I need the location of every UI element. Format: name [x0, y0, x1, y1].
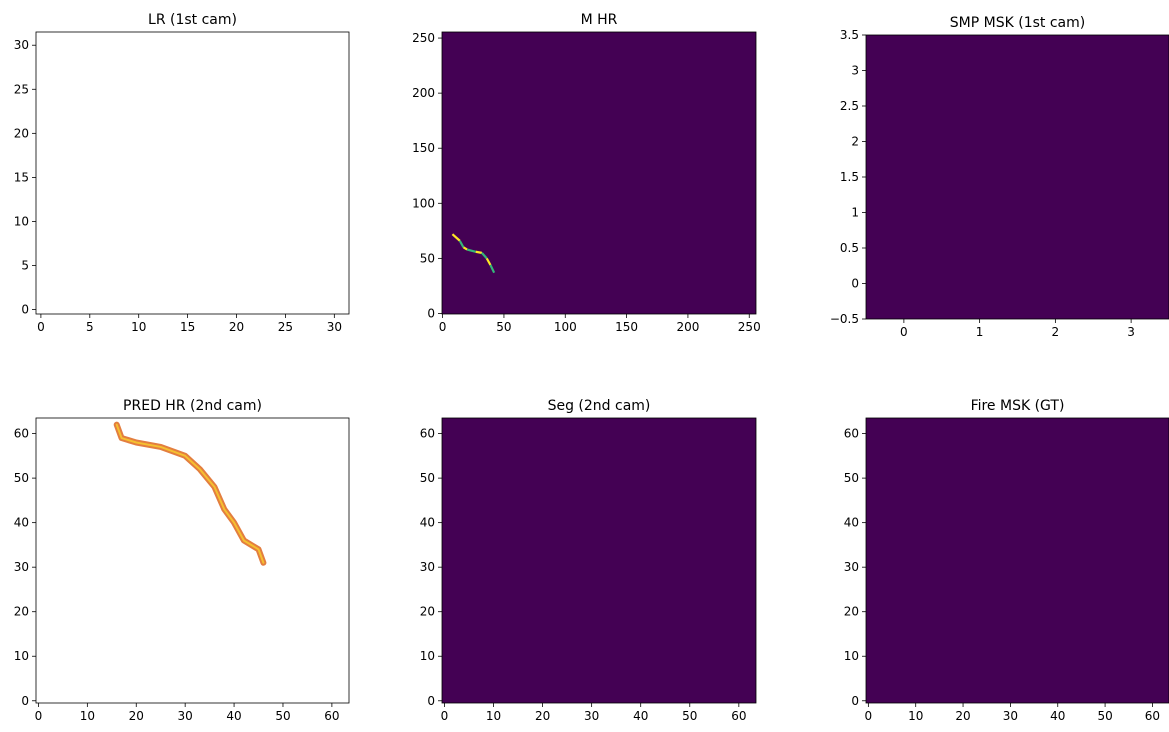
x-tick-label: 50	[496, 320, 511, 334]
fire-segment	[489, 264, 496, 274]
x-tick-label: 5	[86, 320, 94, 334]
x-tick-label: 30	[327, 320, 342, 334]
y-tick-label: 3.5	[840, 28, 859, 42]
y-tick-label: 5	[21, 259, 29, 273]
x-tick-label: 2	[1052, 325, 1060, 339]
image-area	[866, 35, 1169, 319]
y-tick-label: 0	[21, 303, 29, 317]
y-tick-label: 0	[427, 306, 435, 320]
panel-title: SMP MSK (1st cam)	[950, 15, 1085, 31]
y-tick-label: 0.5	[840, 241, 859, 255]
axes-frame	[35, 31, 350, 315]
x-tick-label: 1	[976, 325, 984, 339]
x-tick-label: 200	[676, 320, 699, 334]
y-tick-label: 20	[14, 126, 29, 140]
y-tick-label: 250	[412, 31, 435, 45]
fire-segment	[475, 250, 483, 254]
y-tick-label: 15	[14, 170, 29, 184]
x-tick-label: 3	[1127, 325, 1135, 339]
x-tick-label: 20	[229, 320, 244, 334]
x-tick-label: 150	[615, 320, 638, 334]
y-tick-label: 25	[14, 82, 29, 96]
panel-title: M HR	[581, 12, 618, 28]
y-tick-label: 50	[420, 251, 435, 265]
y-tick-label: 1.5	[840, 170, 859, 184]
fire-segment	[462, 246, 468, 251]
panel-4: PRED HR (2nd cam)0 10 20 30 40 50 600102030405…	[14, 398, 350, 723]
background	[866, 35, 1169, 319]
panel-1: LR (1st cam) 0 5 10 15 20 25 30 0 5 10 15 20 25 30	[14, 12, 350, 334]
x-tick-label: 0	[37, 320, 45, 334]
image-area	[113, 421, 267, 566]
x-tick-label: 25	[278, 320, 293, 334]
y-tick-label: 30	[14, 38, 29, 52]
x-tick-label: 15	[180, 320, 195, 334]
x-tick-label: 0	[900, 325, 908, 339]
x-tick-label: 100	[554, 320, 577, 334]
fire-segment	[466, 248, 477, 253]
y-tick-label: 150	[412, 141, 435, 155]
background	[442, 32, 756, 314]
fire-segment	[458, 240, 465, 248]
y-tick-label: 1	[851, 206, 859, 220]
panel-title: LR (1st cam)	[148, 12, 237, 28]
y-tick-label: 2.5	[840, 99, 859, 113]
y-tick-label: 3	[851, 64, 859, 78]
x-tick-label: 0	[439, 320, 447, 334]
panel-2: M HR 0 50 100 150 200 250 0 50 100 150 200 250	[412, 12, 761, 334]
panel-3: SMP MSK (1st cam) 0 1 2 3 −0.5 0 0.5 1 1.5 2 2.5 3 3.…	[830, 15, 1169, 339]
x-tick-label: 10	[131, 320, 146, 334]
y-tick-label: −0.5	[830, 312, 859, 326]
fire-segment	[481, 252, 488, 260]
y-tick-label: 10	[14, 214, 29, 228]
y-tick-label: 100	[412, 196, 435, 210]
fire-segment	[485, 257, 492, 266]
axes-frame	[441, 31, 757, 315]
y-tick-label: 200	[412, 86, 435, 100]
fire-segment	[451, 233, 461, 242]
y-tick-label: 0	[851, 277, 859, 291]
x-tick-label: 250	[738, 320, 761, 334]
y-tick-label: 2	[851, 135, 859, 149]
image-area	[442, 32, 756, 314]
